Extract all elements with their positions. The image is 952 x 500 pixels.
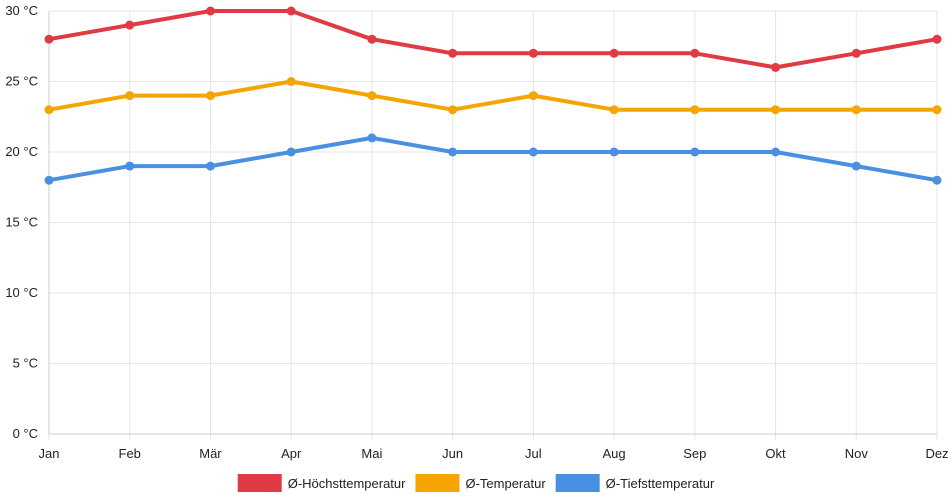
- data-point[interactable]: [932, 105, 942, 115]
- legend-swatch: [555, 474, 600, 492]
- data-point[interactable]: [851, 161, 861, 171]
- data-point[interactable]: [448, 48, 458, 58]
- x-tick-label: Nov: [845, 446, 869, 461]
- data-point[interactable]: [44, 105, 54, 115]
- data-point[interactable]: [690, 147, 700, 157]
- data-point[interactable]: [44, 175, 54, 185]
- data-point[interactable]: [771, 105, 781, 115]
- y-tick-label: 25 °C: [5, 74, 38, 89]
- x-tick-label: Okt: [765, 446, 786, 461]
- data-point[interactable]: [125, 91, 135, 101]
- series-2: [44, 77, 942, 115]
- x-tick-label: Jan: [39, 446, 60, 461]
- data-point[interactable]: [771, 62, 781, 72]
- y-tick-label: 20 °C: [5, 144, 38, 159]
- legend-label: Ø-Temperatur: [465, 476, 546, 491]
- y-tick-label: 5 °C: [13, 356, 38, 371]
- data-point[interactable]: [367, 34, 377, 44]
- legend-swatch: [415, 474, 460, 492]
- data-point[interactable]: [367, 133, 377, 143]
- data-point[interactable]: [528, 147, 538, 157]
- y-tick-label: 0 °C: [13, 426, 38, 441]
- data-point[interactable]: [125, 20, 135, 30]
- x-tick-label: Dez: [925, 446, 948, 461]
- data-point[interactable]: [448, 105, 458, 115]
- legend-item-1[interactable]: Ø-Höchsttemperatur: [237, 474, 406, 492]
- data-point[interactable]: [528, 48, 538, 58]
- data-point[interactable]: [205, 161, 215, 171]
- axis-layer: 0 °C 5 °C 10 °C 15 °C 20 °C 25 °C 30 °C Jan Feb M…: [5, 3, 948, 461]
- data-point[interactable]: [367, 91, 377, 101]
- legend-item-2[interactable]: Ø-Temperatur: [415, 474, 546, 492]
- series-line: [47, 9, 939, 70]
- data-point[interactable]: [932, 34, 942, 44]
- data-point[interactable]: [932, 175, 942, 185]
- x-tick-label: Aug: [603, 446, 626, 461]
- data-point[interactable]: [690, 105, 700, 115]
- x-tick-label: Jun: [442, 446, 463, 461]
- series-line: [47, 79, 939, 112]
- data-point[interactable]: [771, 147, 781, 157]
- data-point[interactable]: [690, 48, 700, 58]
- x-tick-label: Mai: [361, 446, 382, 461]
- series-1: [44, 6, 942, 72]
- data-point[interactable]: [448, 147, 458, 157]
- data-point[interactable]: [609, 48, 619, 58]
- data-point[interactable]: [205, 6, 215, 16]
- x-tick-label: Apr: [281, 446, 302, 461]
- y-tick-label: 10 °C: [5, 285, 38, 300]
- data-point[interactable]: [44, 34, 54, 44]
- series-3: [44, 133, 942, 185]
- y-tick-label: 15 °C: [5, 215, 38, 230]
- x-tick-label: Feb: [119, 446, 141, 461]
- data-point[interactable]: [286, 147, 296, 157]
- legend-swatch: [237, 474, 282, 492]
- data-point[interactable]: [851, 48, 861, 58]
- data-point[interactable]: [286, 77, 296, 86]
- legend-label: Ø-Tiefsttemperatur: [606, 476, 715, 491]
- legend-item-3[interactable]: Ø-Tiefsttemperatur: [555, 474, 715, 492]
- grid-layer: [48, 10, 938, 440]
- data-point[interactable]: [609, 105, 619, 115]
- series-line: [47, 135, 939, 183]
- x-tick-label: Mär: [199, 446, 222, 461]
- legend[interactable]: Ø-Höchsttemperatur Ø-Temperatur Ø-Tiefstte…: [237, 474, 715, 492]
- data-point[interactable]: [125, 161, 135, 171]
- x-tick-label: Jul: [525, 446, 542, 461]
- data-point[interactable]: [851, 105, 861, 115]
- x-tick-label: Sep: [683, 446, 706, 461]
- data-point[interactable]: [609, 147, 619, 157]
- data-point[interactable]: [286, 6, 296, 16]
- series-layer: [44, 6, 942, 185]
- legend-label: Ø-Höchsttemperatur: [288, 476, 406, 491]
- y-tick-label: 30 °C: [5, 3, 38, 18]
- data-point[interactable]: [205, 91, 215, 101]
- data-point[interactable]: [528, 91, 538, 101]
